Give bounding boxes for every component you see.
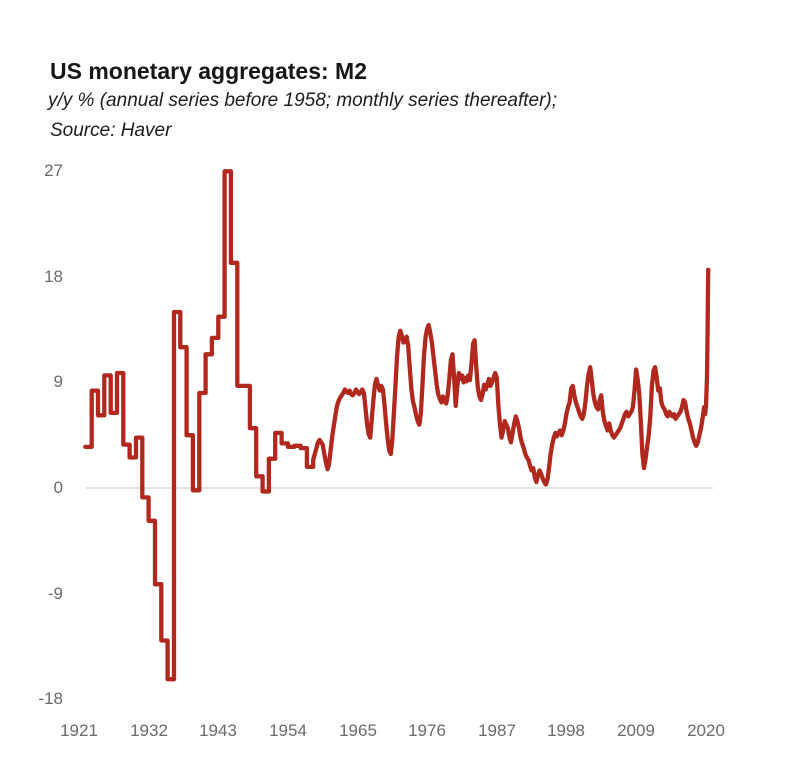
chart-title: US monetary aggregates: M2 <box>50 58 367 84</box>
chart-source: Source: Haver <box>50 120 172 141</box>
x-axis-tick-label: 1976 <box>408 721 446 740</box>
x-axis-tick-label: 1943 <box>199 721 237 740</box>
m2-series-line <box>83 169 711 682</box>
x-axis-tick-label: 1954 <box>269 721 307 740</box>
y-axis-tick-label: -9 <box>47 584 63 603</box>
x-axis-tick-label: 1921 <box>60 721 98 740</box>
y-axis-tick-label: 27 <box>44 161 63 180</box>
x-axis-tick-label: 1965 <box>339 721 377 740</box>
x-axis-tick-label: 1998 <box>547 721 585 740</box>
y-axis-tick-label: 9 <box>53 372 63 391</box>
y-axis-tick-label: 0 <box>53 478 63 497</box>
x-axis-tick-label: 2020 <box>687 721 725 740</box>
x-axis-tick-label: 1987 <box>478 721 516 740</box>
y-axis-tick-label: -18 <box>38 689 63 708</box>
x-axis-tick-label: 1932 <box>130 721 168 740</box>
chart-subtitle: y/y % (annual series before 1958; monthl… <box>48 90 558 111</box>
x-axis-tick-label: 2009 <box>617 721 655 740</box>
y-axis-tick-label: 18 <box>44 267 63 286</box>
